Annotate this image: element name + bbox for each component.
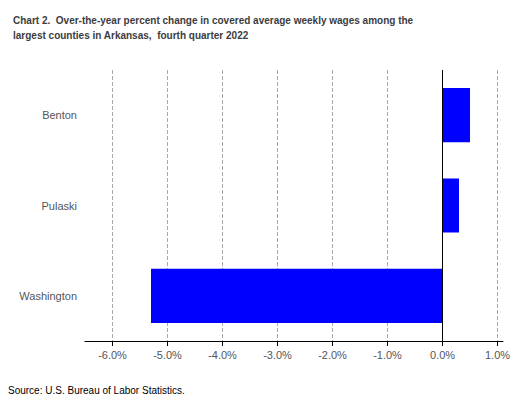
svg-text:Pulaski: Pulaski (42, 200, 77, 212)
svg-text:-5.0%: -5.0% (153, 349, 182, 361)
svg-text:largest counties in Arkansas,: largest counties in Arkansas, fourth qua… (13, 30, 249, 41)
svg-text:-1.0%: -1.0% (373, 349, 402, 361)
svg-text:0.0%: 0.0% (430, 349, 455, 361)
svg-text:-6.0%: -6.0% (98, 349, 127, 361)
svg-text:Source: U.S. Bureau of Labor S: Source: U.S. Bureau of Labor Statistics. (8, 385, 185, 396)
svg-text:Washington: Washington (19, 290, 77, 302)
svg-text:-3.0%: -3.0% (263, 349, 292, 361)
svg-text:Chart 2. Over-the-year percen: Chart 2. Over-the-year percent change in… (13, 15, 414, 26)
svg-text:-2.0%: -2.0% (318, 349, 347, 361)
svg-text:-4.0%: -4.0% (208, 349, 237, 361)
svg-text:Benton: Benton (42, 109, 77, 121)
svg-text:1.0%: 1.0% (485, 349, 510, 361)
